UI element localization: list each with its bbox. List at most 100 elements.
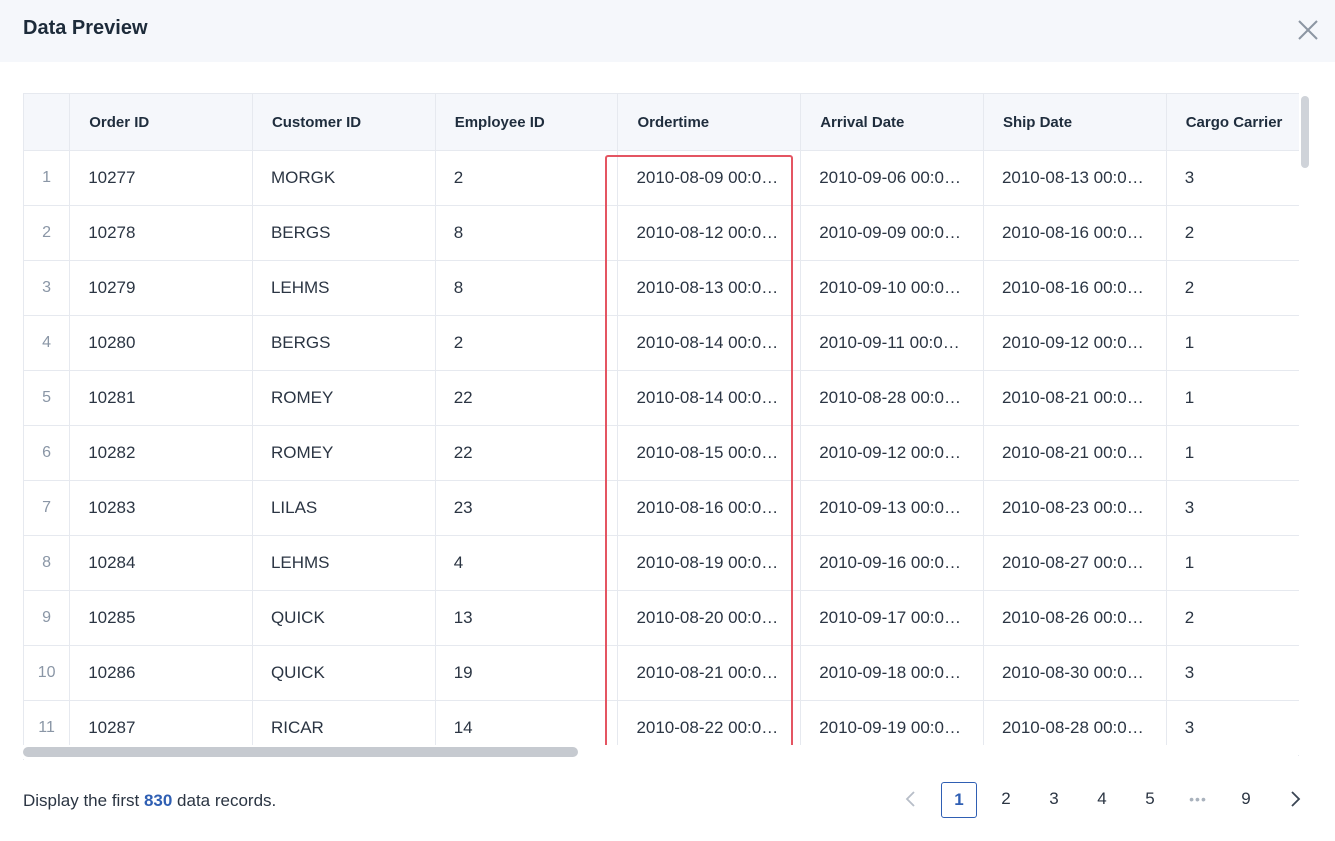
index-col-header bbox=[24, 94, 71, 151]
row-index: 1 bbox=[24, 150, 71, 206]
arrival-date-cell: 2010-09-09 00:00:00 bbox=[800, 205, 984, 261]
chevron-right-icon[interactable] bbox=[1283, 787, 1307, 811]
dialog-header: Data Preview bbox=[0, 0, 1335, 62]
employee-id-cell: 8 bbox=[435, 260, 619, 316]
data-table-container: Order ID Customer ID Employee ID Ordertime A… bbox=[23, 93, 1299, 760]
dialog-title: Data Preview bbox=[23, 17, 148, 39]
arrival-date-cell: 2010-08-28 00:00:00 bbox=[800, 370, 984, 426]
cargo-carrier-cell: 1 bbox=[1166, 370, 1299, 426]
row-index: 7 bbox=[24, 480, 71, 536]
page-button-4[interactable]: 4 bbox=[1097, 789, 1107, 808]
table-row: 1 10277 MORGK 2 2010-08-09 00:00:00 2010-09-0… bbox=[24, 150, 1299, 206]
ship-date-cell: 2010-08-27 00:00:00 bbox=[983, 535, 1167, 591]
order-id-cell: 10283 bbox=[69, 480, 253, 536]
employee-id-cell: 2 bbox=[435, 315, 619, 371]
cargo-carrier-cell: 3 bbox=[1166, 150, 1299, 206]
arrival-date-cell: 2010-09-12 00:00:00 bbox=[800, 425, 984, 481]
row-index: 5 bbox=[24, 370, 71, 426]
ordertime-cell: 2010-08-16 00:00:00 bbox=[617, 480, 802, 536]
close-icon[interactable] bbox=[1294, 16, 1322, 44]
employee-id-cell: 22 bbox=[435, 370, 619, 426]
row-index: 8 bbox=[24, 535, 71, 591]
row-index: 4 bbox=[24, 315, 71, 371]
ordertime-cell: 2010-08-20 00:00:00 bbox=[617, 590, 802, 646]
employee-id-cell: 19 bbox=[435, 645, 619, 701]
employee-id-cell: 2 bbox=[435, 150, 619, 206]
customer-id-header: Customer ID bbox=[252, 94, 436, 151]
ordertime-cell: 2010-08-19 00:00:00 bbox=[617, 535, 802, 591]
vertical-scrollbar[interactable] bbox=[1301, 96, 1309, 168]
ship-date-cell: 2010-08-23 00:00:00 bbox=[983, 480, 1167, 536]
customer-id-cell: ROMEY bbox=[252, 425, 436, 481]
employee-id-cell: 22 bbox=[435, 425, 619, 481]
row-index: 6 bbox=[24, 425, 71, 481]
table-row: 6 10282 ROMEY 22 2010-08-15 00:00:00 2010-09-… bbox=[24, 425, 1299, 481]
order-id-cell: 10282 bbox=[69, 425, 253, 481]
order-id-cell: 10286 bbox=[69, 645, 253, 701]
employee-id-cell: 13 bbox=[435, 590, 619, 646]
cargo-carrier-cell: 3 bbox=[1166, 480, 1299, 536]
customer-id-cell: LILAS bbox=[252, 480, 436, 536]
cargo-carrier-cell: 2 bbox=[1166, 590, 1299, 646]
customer-id-cell: QUICK bbox=[252, 590, 436, 646]
table-row: 4 10280 BERGS 2 2010-08-14 00:00:00 2010-09-1… bbox=[24, 315, 1299, 371]
order-id-cell: 10279 bbox=[69, 260, 253, 316]
order-id-cell: 10285 bbox=[69, 590, 253, 646]
page-button-5[interactable]: 5 bbox=[1145, 789, 1155, 808]
cargo-carrier-cell: 1 bbox=[1166, 315, 1299, 371]
employee-id-cell: 23 bbox=[435, 480, 619, 536]
arrival-date-cell: 2010-09-10 00:00:00 bbox=[800, 260, 984, 316]
order-id-cell: 10281 bbox=[69, 370, 253, 426]
ordertime-cell: 2010-08-14 00:00:00 bbox=[617, 370, 802, 426]
cargo-carrier-cell: 3 bbox=[1166, 645, 1299, 701]
page-ellipsis[interactable]: ••• bbox=[1189, 791, 1207, 807]
customer-id-cell: BERGS bbox=[252, 315, 436, 371]
page-button-last[interactable]: 9 bbox=[1241, 789, 1251, 808]
customer-id-cell: LEHMS bbox=[252, 535, 436, 591]
table-row: 7 10283 LILAS 23 2010-08-16 00:00:00 2010-09-… bbox=[24, 480, 1299, 536]
data-table: Order ID Customer ID Employee ID Ordertime A… bbox=[24, 94, 1299, 756]
horizontal-scrollbar[interactable] bbox=[23, 747, 578, 757]
cargo-carrier-cell: 1 bbox=[1166, 425, 1299, 481]
ship-date-cell: 2010-08-21 00:00:00 bbox=[983, 425, 1167, 481]
customer-id-cell: LEHMS bbox=[252, 260, 436, 316]
ordertime-cell: 2010-08-13 00:00:00 bbox=[617, 260, 802, 316]
ship-date-cell: 2010-09-12 00:00:00 bbox=[983, 315, 1167, 371]
table-row: 10 10286 QUICK 19 2010-08-21 00:00:00 2010-09… bbox=[24, 645, 1299, 701]
customer-id-cell: QUICK bbox=[252, 645, 436, 701]
record-count: 830 bbox=[143, 791, 173, 810]
arrival-date-cell: 2010-09-13 00:00:00 bbox=[800, 480, 984, 536]
page-button-2[interactable]: 2 bbox=[1001, 789, 1011, 808]
employee-id-cell: 4 bbox=[435, 535, 619, 591]
record-count-prefix: Display the first bbox=[23, 791, 140, 810]
customer-id-cell: MORGK bbox=[252, 150, 436, 206]
row-index: 10 bbox=[24, 645, 71, 701]
employee-id-cell: 8 bbox=[435, 205, 619, 261]
cargo-carrier-cell: 2 bbox=[1166, 260, 1299, 316]
ship-date-cell: 2010-08-30 00:00:00 bbox=[983, 645, 1167, 701]
record-count-text: Display the first 830 data records. bbox=[23, 791, 276, 811]
ordertime-cell: 2010-08-21 00:00:00 bbox=[617, 645, 802, 701]
record-count-suffix: data records. bbox=[177, 791, 277, 810]
arrival-date-cell: 2010-09-17 00:00:00 bbox=[800, 590, 984, 646]
table-row: 3 10279 LEHMS 8 2010-08-13 00:00:00 2010-09-1… bbox=[24, 260, 1299, 316]
cargo-carrier-cell: 1 bbox=[1166, 535, 1299, 591]
chevron-left-icon[interactable] bbox=[899, 787, 923, 811]
order-id-cell: 10277 bbox=[69, 150, 253, 206]
ship-date-header: Ship Date bbox=[983, 94, 1167, 151]
arrival-date-header: Arrival Date bbox=[800, 94, 984, 151]
arrival-date-cell: 2010-09-11 00:00:00 bbox=[800, 315, 984, 371]
ordertime-header: Ordertime bbox=[617, 94, 802, 151]
page-button-1[interactable]: 1 bbox=[941, 782, 977, 818]
employee-id-header: Employee ID bbox=[435, 94, 619, 151]
page-button-3[interactable]: 3 bbox=[1049, 789, 1059, 808]
ship-date-cell: 2010-08-16 00:00:00 bbox=[983, 205, 1167, 261]
table-row: 9 10285 QUICK 13 2010-08-20 00:00:00 2010-09-… bbox=[24, 590, 1299, 646]
cargo-carrier-cell: 2 bbox=[1166, 205, 1299, 261]
ship-date-cell: 2010-08-13 00:00:00 bbox=[983, 150, 1167, 206]
customer-id-cell: BERGS bbox=[252, 205, 436, 261]
table-header-row: Order ID Customer ID Employee ID Ordertime A… bbox=[24, 94, 1299, 151]
order-id-header: Order ID bbox=[69, 94, 253, 151]
cargo-carrier-header: Cargo Carrier bbox=[1166, 94, 1299, 151]
ordertime-cell: 2010-08-09 00:00:00 bbox=[617, 150, 802, 206]
